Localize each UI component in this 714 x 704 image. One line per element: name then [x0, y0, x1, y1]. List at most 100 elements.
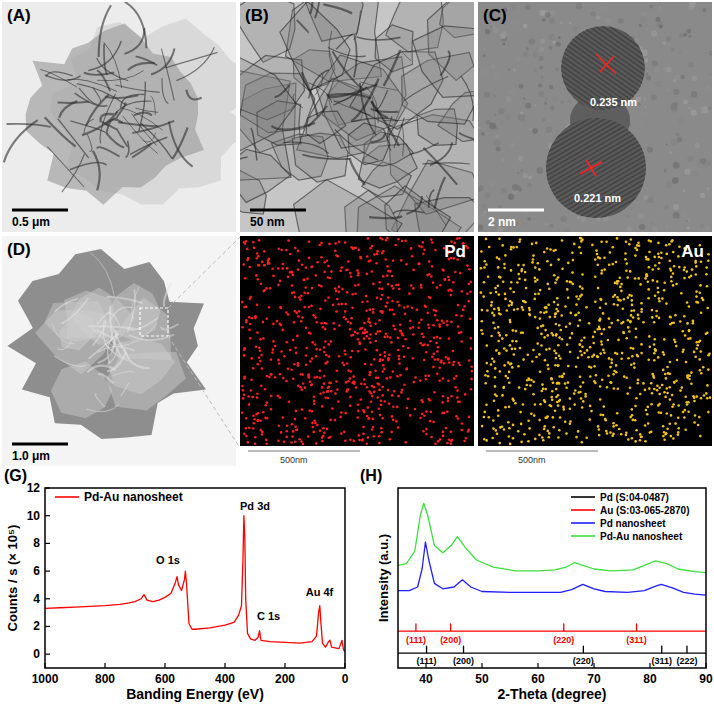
map-dot	[627, 357, 630, 360]
map-dot	[368, 417, 371, 420]
map-dot	[301, 408, 304, 411]
map-dot	[409, 320, 412, 323]
map-dot	[261, 431, 264, 434]
map-dot	[318, 284, 321, 287]
map-dot	[242, 389, 245, 392]
map-dot	[590, 410, 593, 413]
map-dot	[616, 237, 619, 240]
noise	[498, 108, 505, 115]
wrinkle	[354, 11, 361, 41]
noise	[670, 70, 674, 74]
map-dot	[325, 322, 328, 325]
map-dot	[267, 260, 270, 263]
map-dot	[453, 361, 456, 364]
map-dot	[243, 349, 246, 352]
map-dot	[270, 358, 273, 361]
map-dot	[403, 355, 406, 358]
noise	[550, 224, 554, 228]
map-dot	[304, 417, 307, 420]
noise	[550, 106, 555, 111]
highlight	[51, 362, 113, 419]
map-dot	[368, 317, 371, 320]
map-dot	[694, 355, 697, 358]
map-dot	[569, 351, 572, 354]
map-dot	[245, 319, 248, 322]
map-dot	[412, 357, 415, 360]
map-dot	[258, 357, 261, 360]
noise	[523, 52, 528, 57]
noise	[519, 84, 524, 89]
map-dot	[676, 359, 679, 362]
map-dot	[362, 426, 365, 429]
noise	[691, 91, 697, 97]
map-dot	[287, 313, 290, 316]
map-dot	[321, 440, 324, 443]
map-dot	[373, 358, 376, 361]
noise	[700, 107, 702, 109]
map-dot	[279, 323, 282, 326]
map-dot	[698, 358, 701, 361]
map-dot	[411, 307, 414, 310]
map-dot	[369, 371, 372, 374]
map-dot	[320, 322, 323, 325]
map-dot	[515, 330, 518, 333]
map-dot	[594, 275, 597, 278]
map-dot	[501, 394, 504, 397]
noise	[491, 64, 496, 69]
noise	[700, 193, 705, 198]
map-dot	[441, 319, 444, 322]
noise	[518, 188, 522, 192]
map-dot	[673, 381, 676, 384]
map-dot	[309, 380, 312, 383]
lattice-fringe	[550, 138, 637, 188]
map-dot	[327, 296, 330, 299]
map-dot	[646, 413, 649, 416]
wrinkle	[82, 112, 118, 136]
map-dot	[495, 429, 498, 432]
map-dot	[630, 347, 633, 350]
map-dot	[241, 385, 244, 388]
noise	[645, 27, 650, 32]
noise	[494, 139, 501, 146]
map-dot	[270, 373, 273, 376]
map-dot	[396, 406, 399, 409]
map-dot	[384, 336, 387, 339]
noise	[671, 48, 675, 52]
map-dot	[365, 309, 368, 312]
map-dot	[386, 302, 389, 305]
map-dot	[669, 316, 672, 319]
map-dot	[537, 262, 540, 265]
map-dot	[351, 350, 354, 353]
wrinkle	[302, 72, 318, 116]
map-dot	[524, 388, 527, 391]
map-dot	[605, 430, 608, 433]
map-dot	[585, 306, 588, 309]
map-dot	[619, 277, 622, 280]
map-dot	[679, 389, 682, 392]
noise	[482, 214, 485, 217]
map-dot	[555, 352, 558, 355]
map-dot	[397, 238, 400, 241]
noise	[502, 159, 504, 161]
map-dot	[594, 300, 597, 303]
lattice-fringe	[530, 103, 617, 153]
lattice-fringe	[534, 110, 621, 160]
map-dot	[313, 400, 316, 403]
map-dot	[424, 305, 427, 308]
map-dot	[705, 266, 708, 269]
map-dot	[430, 411, 433, 414]
map-dot	[507, 421, 510, 424]
map-dot	[491, 437, 494, 440]
highlight	[70, 288, 134, 346]
map-dot	[391, 415, 394, 418]
map-dot	[376, 253, 379, 256]
map-dot	[380, 298, 383, 301]
noise	[523, 24, 528, 29]
noise	[654, 186, 656, 188]
map-dot	[312, 431, 315, 434]
noise	[635, 38, 638, 41]
map-dot	[311, 341, 314, 344]
noise	[655, 81, 661, 87]
wrinkle	[97, 313, 110, 324]
wrinkle	[75, 93, 108, 106]
